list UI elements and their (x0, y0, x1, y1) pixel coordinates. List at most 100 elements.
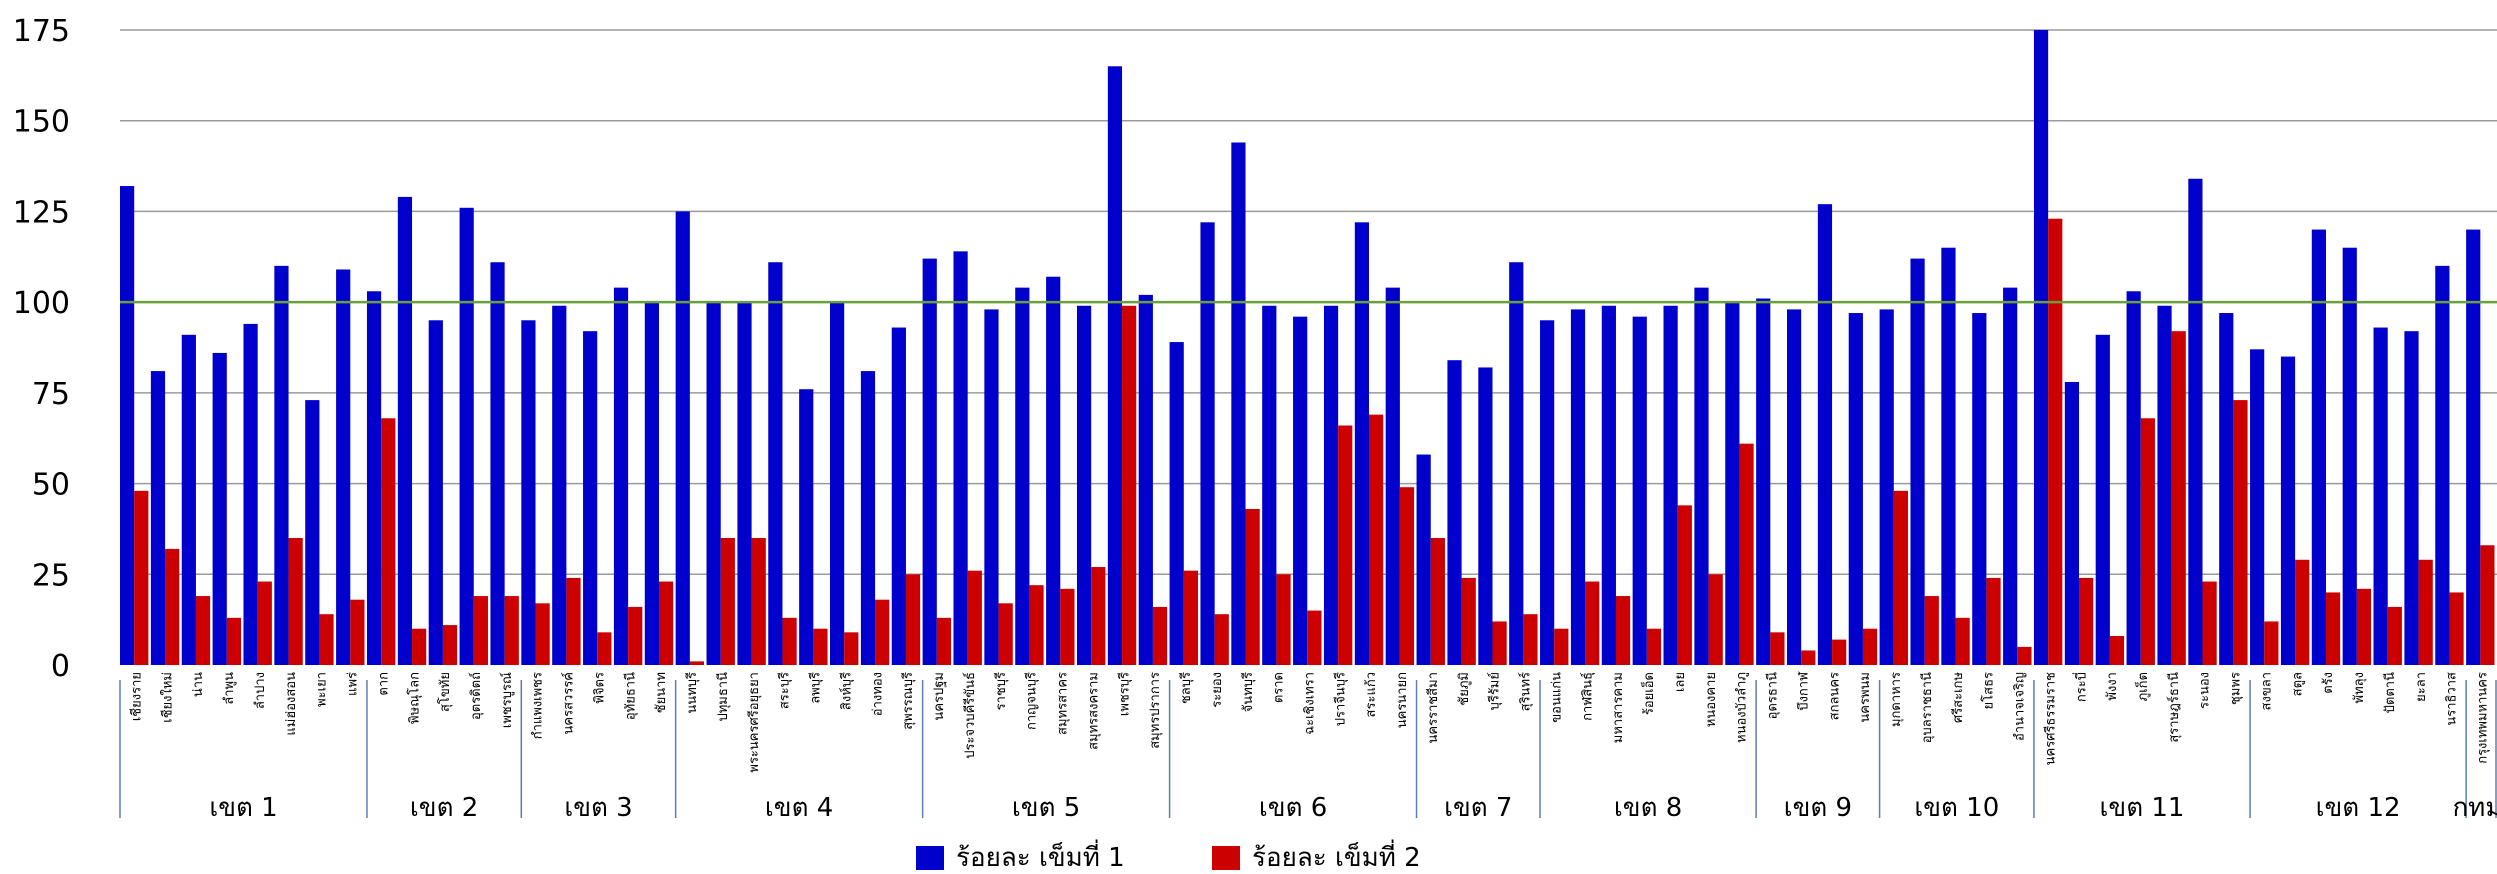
group-label: เขต 2 (410, 793, 478, 823)
bar-dose2 (257, 581, 272, 665)
bar-dose1 (1076, 305, 1092, 665)
group-label: เขต 12 (2316, 793, 2401, 823)
bar-dose1 (891, 327, 906, 665)
group-label: เขต 10 (1914, 793, 1999, 823)
bar-dose1 (737, 302, 752, 665)
bar-dose2 (1122, 305, 1137, 665)
bar-dose1 (1601, 305, 1616, 665)
category-label: มุกดาหาร (1889, 672, 1904, 727)
bar-dose1 (1756, 298, 1771, 665)
category-label: ชุมพร (2229, 672, 2244, 705)
bar-dose2 (751, 538, 766, 665)
bar-dose2 (813, 628, 828, 665)
bar-dose2 (844, 632, 859, 665)
bar-dose1 (243, 323, 258, 665)
category-label: นครราชสีมา (1425, 672, 1441, 743)
bar-dose2 (628, 606, 643, 665)
category-label: นราธิวาส (2445, 672, 2460, 726)
category-label: ลำพูน (222, 672, 237, 705)
group-label: เขต 11 (2100, 793, 2185, 823)
bar-dose1 (2064, 381, 2080, 665)
bar-dose1 (1107, 66, 1123, 666)
category-label: สุรินทร์ (1518, 672, 1534, 711)
bar-dose1 (1972, 313, 1987, 665)
bar-dose1 (1416, 454, 1431, 665)
bar-dose2 (658, 581, 674, 665)
category-label: สกลนคร (1827, 672, 1842, 720)
category-label: ศรีสะเกษ (1950, 672, 1966, 723)
category-label: แพร่ (346, 672, 361, 696)
bar-dose2 (1492, 621, 1507, 665)
bar-dose2 (2325, 592, 2341, 665)
bar-dose2 (1430, 538, 1445, 665)
bar-dose2 (2264, 621, 2279, 665)
bar-dose1 (1848, 313, 1863, 665)
category-label: สงขลา (2260, 672, 2275, 710)
category-label: ระนอง (2198, 672, 2213, 709)
category-label: สระบุรี (777, 672, 793, 709)
group-label: เขต 1 (209, 793, 277, 823)
bar-dose2 (1091, 567, 1106, 665)
bar-dose1 (2435, 265, 2450, 665)
bar-dose1 (2404, 331, 2419, 665)
category-label: บุรีรัมย์ (1487, 672, 1503, 710)
category-label: อุบลราชธานี (1919, 672, 1935, 743)
category-label: ยโสธร (1981, 672, 1997, 709)
category-label: นครปฐม (932, 672, 947, 721)
category-label: ตราด (1272, 672, 1287, 703)
bar-dose1 (1540, 320, 1555, 665)
category-label: หนองคาย (1704, 672, 1719, 727)
bar-dose1 (1570, 309, 1586, 665)
bar-dose1 (1663, 305, 1678, 665)
bar-dose1 (1632, 316, 1647, 665)
bar-dose2 (566, 577, 581, 665)
bar-dose2 (1029, 585, 1044, 665)
bar-dose2 (2418, 559, 2433, 665)
bar-dose1 (428, 320, 443, 665)
bar-dose1 (1447, 360, 1462, 665)
category-label: พัทลุง (2352, 672, 2367, 703)
bar-dose2 (1060, 588, 1075, 665)
category-label: สุราษฎร์ธานี (2166, 672, 2182, 743)
category-label: ประจวบคีรีขันธ์ (962, 672, 978, 759)
bar-dose1 (613, 287, 629, 665)
bar-dose2 (720, 538, 735, 665)
bar-dose2 (998, 603, 1013, 665)
bars (120, 30, 2495, 666)
category-label: นครพนม (1858, 672, 1873, 723)
category-label: อุตรดิตถ์ (468, 672, 484, 720)
category-label: ระยอง (1210, 672, 1225, 708)
category-label: ภูเก็ต (2133, 672, 2151, 701)
category-label: พระนครศรีอยุธยา (746, 672, 762, 773)
category-label: ปราจีนบุรี (1332, 672, 1348, 726)
group-label: เขต 8 (1614, 793, 1682, 823)
category-label: ลพบุรี (808, 672, 824, 704)
bar-dose1 (2280, 356, 2296, 665)
category-label: พะเยา (315, 672, 330, 707)
bar-dose1 (2126, 291, 2141, 665)
category-label: มหาสารคาม (1611, 672, 1626, 743)
bar-dose2 (473, 596, 488, 665)
y-tick-label: 150 (13, 105, 70, 140)
category-label: นครศรีธรรมราช (2042, 672, 2058, 766)
bar-dose2 (1214, 614, 1229, 665)
category-label: อ่างทอง (870, 672, 885, 716)
bar-dose2 (1183, 570, 1198, 665)
bar-dose2 (1152, 606, 1168, 665)
bar-dose2 (350, 599, 365, 665)
bar-dose1 (1046, 276, 1061, 665)
group-label: กทม. (2452, 793, 2497, 823)
bar-dose2 (1955, 617, 1970, 665)
bar-dose2 (875, 599, 890, 665)
bar-dose2 (597, 632, 612, 665)
y-tick-label: 50 (32, 468, 70, 503)
group-label: เขต 6 (1259, 793, 1327, 823)
bar-dose1 (583, 331, 598, 665)
category-label: สิงห์บุรี (838, 672, 854, 710)
bar-dose1 (2033, 30, 2049, 665)
category-label: แม่ฮ่องสอน (284, 672, 299, 736)
category-label: สมุทรสาคร (1056, 672, 1071, 735)
bar-dose1 (953, 251, 968, 665)
bar-dose1 (2188, 178, 2203, 665)
bar-dose1 (1786, 309, 1802, 665)
